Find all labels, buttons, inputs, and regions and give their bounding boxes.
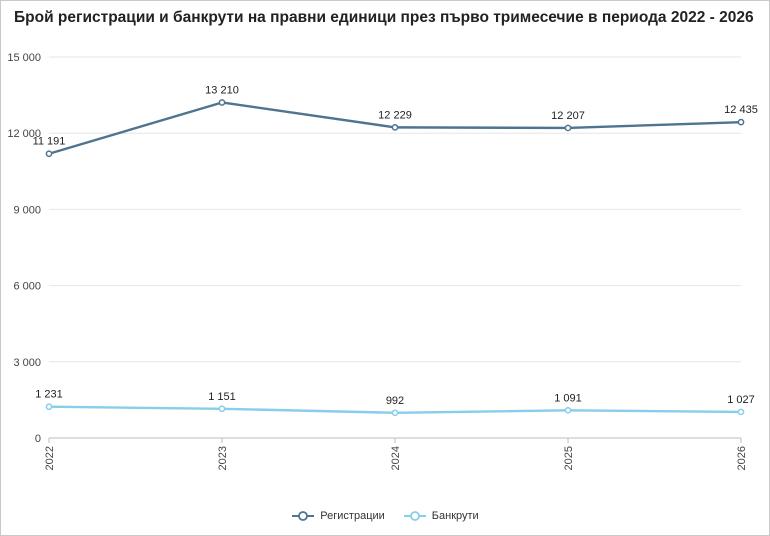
data-label: 12 229 xyxy=(378,109,412,121)
legend-item[interactable]: Регистрации xyxy=(291,510,385,522)
data-label: 13 210 xyxy=(205,84,239,96)
y-tick-label: 0 xyxy=(35,433,41,445)
data-point xyxy=(564,124,572,132)
data-label: 11 191 xyxy=(33,136,66,148)
data-label: 1 231 xyxy=(35,389,63,401)
chart-legend: Регистрации Банкрути xyxy=(0,510,770,522)
legend-item[interactable]: Банкрути xyxy=(403,510,479,522)
y-tick-label: 15 000 xyxy=(7,52,41,64)
data-label: 992 xyxy=(386,395,404,407)
series-lines xyxy=(45,99,745,417)
data-label: 12 207 xyxy=(551,110,585,122)
grid-lines xyxy=(49,56,741,363)
y-tick-label: 3 000 xyxy=(13,357,41,369)
data-point xyxy=(218,405,226,413)
data-label: 1 027 xyxy=(727,394,755,406)
y-tick-label: 9 000 xyxy=(13,204,41,216)
legend-swatch xyxy=(292,511,315,521)
data-point xyxy=(391,409,399,417)
axes: 0 3 000 6 000 9 000 12 000 15 000 2022 2023 2024… xyxy=(7,52,748,470)
data-point xyxy=(737,408,745,416)
x-tick-label: 2025 xyxy=(563,446,575,470)
data-point xyxy=(218,99,226,106)
legend-swatch xyxy=(403,511,426,521)
data-label: 12 435 xyxy=(724,104,758,116)
chart-title: Брой регистрации и банкрути на правни ед… xyxy=(14,9,754,26)
data-point xyxy=(391,124,399,131)
data-label: 1 091 xyxy=(554,392,582,404)
x-tick-label: 2024 xyxy=(390,446,402,470)
y-tick-label: 12 000 xyxy=(7,128,41,140)
legend-label: Банкрути xyxy=(431,510,479,522)
legend-label: Регистрации xyxy=(320,510,385,522)
data-point xyxy=(45,150,53,158)
data-point xyxy=(737,118,745,126)
data-point xyxy=(45,403,53,411)
x-tick-label: 2022 xyxy=(44,446,56,470)
y-tick-label: 6 000 xyxy=(13,281,41,293)
data-labels: 11 191 13 210 12 229 12 207 12 435 1 231 1 151… xyxy=(33,84,758,406)
data-label: 1 151 xyxy=(208,391,236,403)
x-tick-label: 2026 xyxy=(736,446,748,470)
x-tick-label: 2023 xyxy=(217,446,229,470)
data-point xyxy=(564,406,572,414)
